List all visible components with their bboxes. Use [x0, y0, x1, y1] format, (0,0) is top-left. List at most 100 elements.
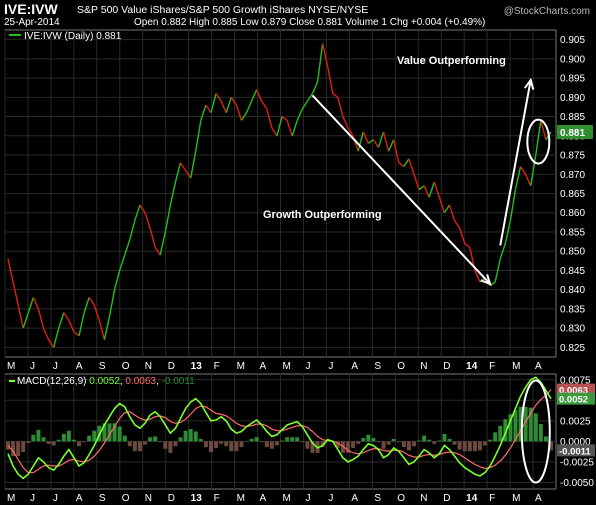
- price-segment: [357, 131, 364, 152]
- price-segment: [144, 212, 151, 229]
- price-segment: [377, 131, 385, 148]
- price-segment: [433, 181, 441, 198]
- macd-histogram-bar: [528, 407, 533, 442]
- price-segment: [17, 304, 24, 329]
- price-segment: [448, 204, 456, 221]
- macd-histogram-bar: [249, 438, 254, 442]
- macd-histogram-bar: [143, 441, 148, 445]
- macd-histogram-bar: [533, 413, 538, 442]
- macd-x-tick: A: [260, 493, 267, 504]
- price-segment: [103, 316, 111, 340]
- price-segment: [291, 120, 298, 137]
- macd-histogram-bar: [432, 441, 437, 444]
- macd-legend-hist: -0.0011: [162, 376, 196, 387]
- price-segment: [52, 327, 60, 348]
- price-segment: [296, 108, 303, 121]
- macd-histogram-bar: [274, 441, 279, 446]
- price-segment: [372, 139, 380, 148]
- macd-histogram-bar: [483, 441, 488, 446]
- macd-legend-comma2: ,: [156, 376, 162, 387]
- price-segment: [124, 239, 131, 256]
- price-segment: [225, 97, 232, 113]
- macd-signal-line: [7, 389, 552, 474]
- price-segment: [195, 120, 202, 152]
- macd-histogram-bar: [467, 441, 472, 452]
- symbol-title: IVE:IVW: [4, 1, 58, 17]
- macd-histogram-bar: [36, 429, 41, 442]
- macd-hist-value-label: -0.0011: [559, 446, 591, 457]
- macd-histogram-bar: [102, 423, 107, 442]
- macd-x-tick: O: [397, 493, 405, 504]
- macd-histogram-bar: [193, 431, 198, 442]
- macd-x-tick: M: [237, 493, 245, 504]
- price-x-tick: O: [122, 361, 130, 372]
- price-x-tick: D: [168, 361, 175, 372]
- macd-histogram-bar: [346, 441, 351, 453]
- price-segment: [438, 197, 446, 213]
- price-segment: [134, 204, 141, 221]
- price-segment: [210, 93, 217, 113]
- macd-histogram-bar: [82, 441, 87, 443]
- price-segment: [93, 304, 101, 321]
- macd-x-tick: 14: [466, 493, 478, 504]
- price-segment: [68, 320, 75, 333]
- macd-value-label: 0.0052: [559, 395, 588, 406]
- price-y-tick: 0.840: [560, 285, 585, 296]
- macd-histogram-bar: [335, 441, 340, 448]
- macd-histogram-bar: [188, 429, 193, 442]
- price-segment: [108, 289, 116, 317]
- macd-histogram-bar: [513, 410, 518, 442]
- price-x-tick: D: [443, 361, 450, 372]
- macd-value-badge: [557, 392, 595, 405]
- macd-y-tick: -0.0025: [560, 457, 594, 468]
- price-segment: [306, 93, 314, 102]
- price-segment: [453, 220, 461, 229]
- macd-histogram-bar: [411, 441, 416, 447]
- macd-histogram-bar: [295, 437, 300, 442]
- price-segment: [129, 220, 136, 240]
- macd-histogram-bar: [269, 441, 274, 449]
- macd-y-tick: 0.0025: [560, 416, 591, 427]
- macd-histogram-bar: [244, 441, 249, 442]
- macd-histogram-bar: [168, 441, 173, 453]
- macd-histogram-bar: [417, 440, 422, 442]
- macd-histogram-bar: [401, 441, 406, 448]
- price-x-tick: M: [283, 361, 291, 372]
- macd-histogram-bar: [381, 441, 386, 449]
- price-x-tick: J: [328, 361, 333, 372]
- macd-histogram-bar: [523, 406, 528, 442]
- price-segment: [342, 116, 349, 129]
- macd-histogram-bar: [290, 437, 295, 442]
- macd-x-tick: F: [214, 493, 220, 504]
- price-panel: M J J A S O N D 13 F M A M J J A S O N D 14 F M A 0.905 0.900 0.89…: [4, 29, 593, 372]
- price-x-tick: S: [99, 361, 106, 372]
- macd-histogram-bar: [391, 438, 396, 442]
- macd-histogram-bar: [442, 433, 447, 442]
- macd-histogram-bar: [71, 439, 76, 442]
- price-segment: [190, 151, 197, 179]
- price-x-tick: 13: [191, 361, 203, 372]
- price-segment: [235, 104, 243, 121]
- price-segment: [392, 139, 400, 163]
- price-segment: [22, 312, 29, 329]
- price-segment: [220, 100, 227, 113]
- price-segment: [428, 181, 435, 198]
- macd-histogram-bar: [366, 434, 371, 442]
- macd-histogram-bar: [477, 441, 482, 451]
- price-segment: [174, 162, 182, 183]
- price-stats: Open 0.882 High 0.885 Low 0.879 Close 0.…: [134, 17, 486, 28]
- last-value-badge: [557, 124, 593, 139]
- price-segment: [240, 112, 248, 121]
- price-segment: [514, 166, 522, 190]
- price-segment: [504, 220, 512, 244]
- price-segment: [316, 43, 324, 83]
- price-legend-swatch: [9, 34, 21, 36]
- price-x-tick: 14: [466, 361, 478, 372]
- price-segment: [250, 89, 258, 102]
- macd-legend-swatch: [9, 380, 15, 382]
- price-segment: [301, 100, 308, 110]
- macd-y-tick: 0.0075: [560, 375, 591, 386]
- macd-x-tick: A: [351, 493, 358, 504]
- price-segment: [42, 327, 50, 340]
- price-segment: [98, 320, 106, 340]
